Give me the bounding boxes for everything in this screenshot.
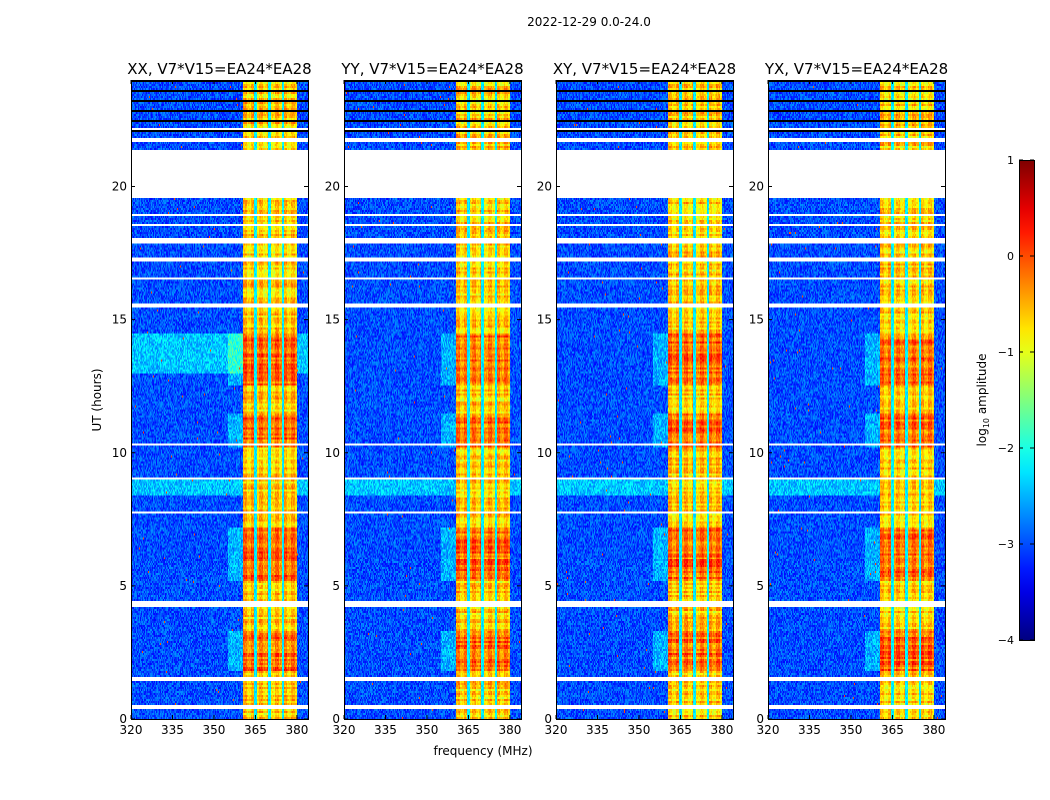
colorbar-tick-label: 1 xyxy=(1007,154,1014,167)
x-tick-label: 320 xyxy=(757,723,780,737)
y-tick-label: 10 xyxy=(112,446,127,460)
x-tick-label: 335 xyxy=(586,723,609,737)
x-tick-label: 365 xyxy=(244,723,267,737)
x-tick-label: 365 xyxy=(669,723,692,737)
x-tick-label: 365 xyxy=(457,723,480,737)
panel-frame xyxy=(556,80,734,720)
y-tick-label: 20 xyxy=(112,180,127,194)
colorbar-label-part: amplitude xyxy=(975,354,989,418)
y-tick-label: 5 xyxy=(544,579,552,593)
y-tick-label: 5 xyxy=(332,579,340,593)
colorbar-tick-label: −1 xyxy=(998,346,1014,359)
x-tick-label: 350 xyxy=(416,723,439,737)
x-tick-label: 335 xyxy=(161,723,184,737)
x-tick-label: 350 xyxy=(203,723,226,737)
y-tick-label: 5 xyxy=(119,579,127,593)
heatmap-panel-2 xyxy=(556,80,733,719)
heatmap-panel-3 xyxy=(768,80,945,719)
y-tick-label: 15 xyxy=(112,313,127,327)
x-tick-label: 380 xyxy=(498,723,521,737)
heatmap-panel-0 xyxy=(131,80,308,719)
x-tick-label: 350 xyxy=(628,723,651,737)
y-tick-label: 20 xyxy=(325,180,340,194)
heatmap-panel-1 xyxy=(344,80,521,719)
x-tick-label: 380 xyxy=(922,723,945,737)
y-tick-label: 10 xyxy=(537,446,552,460)
panel-frame xyxy=(768,80,946,720)
colorbar xyxy=(1019,160,1035,641)
panel-frame xyxy=(131,80,309,720)
panel-frame xyxy=(344,80,522,720)
y-tick-label: 0 xyxy=(332,712,340,726)
y-tick-label: 15 xyxy=(325,313,340,327)
colorbar-label-part: 10 xyxy=(982,418,991,428)
y-tick-label: 20 xyxy=(537,180,552,194)
panel-title: YX, V7*V15=EA24*EA28 xyxy=(764,60,948,78)
x-tick-label: 320 xyxy=(120,723,143,737)
colorbar-tick-label: 0 xyxy=(1007,250,1014,263)
colorbar-label: log10 amplitude xyxy=(975,354,991,447)
x-tick-label: 350 xyxy=(840,723,863,737)
panel-title: YY, V7*V15=EA24*EA28 xyxy=(340,60,523,78)
colorbar-tick-label: −3 xyxy=(998,538,1014,551)
y-tick-label: 15 xyxy=(537,313,552,327)
x-tick-label: 320 xyxy=(545,723,568,737)
y-tick-label: 0 xyxy=(544,712,552,726)
x-tick-label: 365 xyxy=(881,723,904,737)
y-tick-label: 0 xyxy=(756,712,764,726)
y-axis-label: UT (hours) xyxy=(90,368,104,431)
colorbar-tick-label: −4 xyxy=(998,634,1014,647)
x-tick-label: 320 xyxy=(333,723,356,737)
x-tick-label: 380 xyxy=(710,723,733,737)
y-tick-label: 20 xyxy=(749,180,764,194)
y-tick-label: 5 xyxy=(756,579,764,593)
panel-title: XX, V7*V15=EA24*EA28 xyxy=(127,60,311,78)
y-tick-label: 10 xyxy=(749,446,764,460)
x-tick-label: 380 xyxy=(285,723,308,737)
panel-title: XY, V7*V15=EA24*EA28 xyxy=(553,60,736,78)
y-tick-label: 15 xyxy=(749,313,764,327)
x-axis-label: frequency (MHz) xyxy=(433,744,532,758)
colorbar-label-part: log xyxy=(975,428,989,446)
y-tick-label: 0 xyxy=(119,712,127,726)
x-tick-label: 335 xyxy=(798,723,821,737)
colorbar-tick-label: −2 xyxy=(998,442,1014,455)
y-tick-label: 10 xyxy=(325,446,340,460)
figure-title: 2022-12-29 0.0-24.0 xyxy=(527,15,651,29)
x-tick-label: 335 xyxy=(374,723,397,737)
